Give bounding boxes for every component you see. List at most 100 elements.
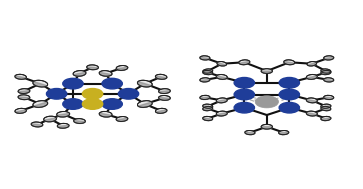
Ellipse shape — [203, 106, 213, 111]
Ellipse shape — [203, 116, 213, 121]
Ellipse shape — [306, 111, 317, 116]
Ellipse shape — [203, 104, 213, 108]
Ellipse shape — [216, 111, 227, 116]
Ellipse shape — [99, 71, 112, 76]
Circle shape — [234, 77, 254, 88]
Circle shape — [82, 99, 103, 109]
Ellipse shape — [321, 69, 331, 73]
Ellipse shape — [321, 106, 331, 111]
Polygon shape — [245, 132, 255, 135]
Polygon shape — [159, 97, 170, 100]
Polygon shape — [57, 125, 69, 128]
Ellipse shape — [57, 112, 70, 117]
Polygon shape — [284, 61, 295, 65]
Polygon shape — [159, 91, 170, 94]
Polygon shape — [321, 108, 331, 111]
Polygon shape — [279, 132, 289, 135]
Polygon shape — [116, 118, 128, 121]
Ellipse shape — [74, 119, 85, 123]
Polygon shape — [33, 102, 48, 107]
Polygon shape — [44, 118, 57, 122]
Ellipse shape — [321, 70, 331, 75]
Polygon shape — [18, 91, 30, 94]
Ellipse shape — [203, 69, 213, 73]
Ellipse shape — [31, 122, 43, 127]
Ellipse shape — [116, 66, 128, 70]
Polygon shape — [116, 67, 128, 70]
Ellipse shape — [216, 98, 227, 103]
Polygon shape — [155, 76, 167, 79]
Circle shape — [63, 78, 83, 89]
Polygon shape — [216, 112, 227, 116]
Ellipse shape — [99, 112, 112, 117]
Ellipse shape — [324, 78, 334, 82]
Polygon shape — [324, 97, 334, 99]
Circle shape — [234, 102, 254, 113]
Circle shape — [102, 78, 122, 89]
Ellipse shape — [203, 70, 213, 75]
Ellipse shape — [245, 131, 255, 135]
Polygon shape — [324, 57, 334, 60]
Polygon shape — [200, 79, 210, 82]
Ellipse shape — [159, 95, 170, 100]
Polygon shape — [18, 97, 30, 100]
Polygon shape — [321, 70, 331, 73]
Polygon shape — [73, 72, 86, 76]
Ellipse shape — [18, 95, 30, 100]
Ellipse shape — [217, 62, 227, 66]
Polygon shape — [200, 57, 210, 60]
Ellipse shape — [57, 123, 69, 128]
Ellipse shape — [216, 74, 227, 79]
Ellipse shape — [200, 78, 210, 82]
Ellipse shape — [138, 80, 152, 87]
Circle shape — [279, 102, 299, 113]
Ellipse shape — [87, 65, 98, 70]
Polygon shape — [321, 105, 331, 108]
Polygon shape — [74, 121, 85, 123]
Polygon shape — [99, 113, 112, 117]
Polygon shape — [203, 108, 213, 111]
Polygon shape — [31, 124, 43, 127]
Ellipse shape — [155, 108, 167, 113]
Ellipse shape — [116, 117, 128, 121]
Ellipse shape — [159, 89, 170, 94]
Ellipse shape — [155, 74, 167, 79]
Ellipse shape — [324, 95, 334, 99]
Polygon shape — [156, 110, 167, 113]
Ellipse shape — [44, 116, 57, 122]
Circle shape — [279, 77, 299, 88]
Polygon shape — [321, 118, 331, 121]
Ellipse shape — [200, 95, 210, 99]
Ellipse shape — [307, 62, 317, 66]
Ellipse shape — [138, 101, 152, 107]
Circle shape — [46, 88, 67, 99]
Polygon shape — [203, 118, 213, 121]
Polygon shape — [138, 82, 152, 87]
Polygon shape — [324, 79, 334, 82]
Polygon shape — [203, 105, 213, 108]
Polygon shape — [203, 70, 213, 73]
Ellipse shape — [239, 60, 250, 65]
Polygon shape — [321, 72, 331, 75]
Ellipse shape — [33, 80, 48, 87]
Ellipse shape — [73, 71, 86, 76]
Polygon shape — [307, 62, 317, 66]
Ellipse shape — [321, 104, 331, 108]
Ellipse shape — [15, 74, 26, 79]
Ellipse shape — [306, 74, 317, 79]
Polygon shape — [306, 99, 317, 103]
Polygon shape — [261, 71, 272, 73]
Polygon shape — [306, 76, 317, 79]
Ellipse shape — [18, 89, 30, 94]
Polygon shape — [203, 72, 213, 75]
Polygon shape — [261, 127, 272, 129]
Polygon shape — [87, 67, 98, 70]
Circle shape — [82, 88, 103, 99]
Circle shape — [102, 99, 122, 109]
Ellipse shape — [261, 124, 272, 129]
Circle shape — [279, 89, 299, 100]
Polygon shape — [57, 113, 70, 117]
Ellipse shape — [284, 60, 295, 65]
Circle shape — [234, 89, 254, 100]
Polygon shape — [33, 82, 47, 87]
